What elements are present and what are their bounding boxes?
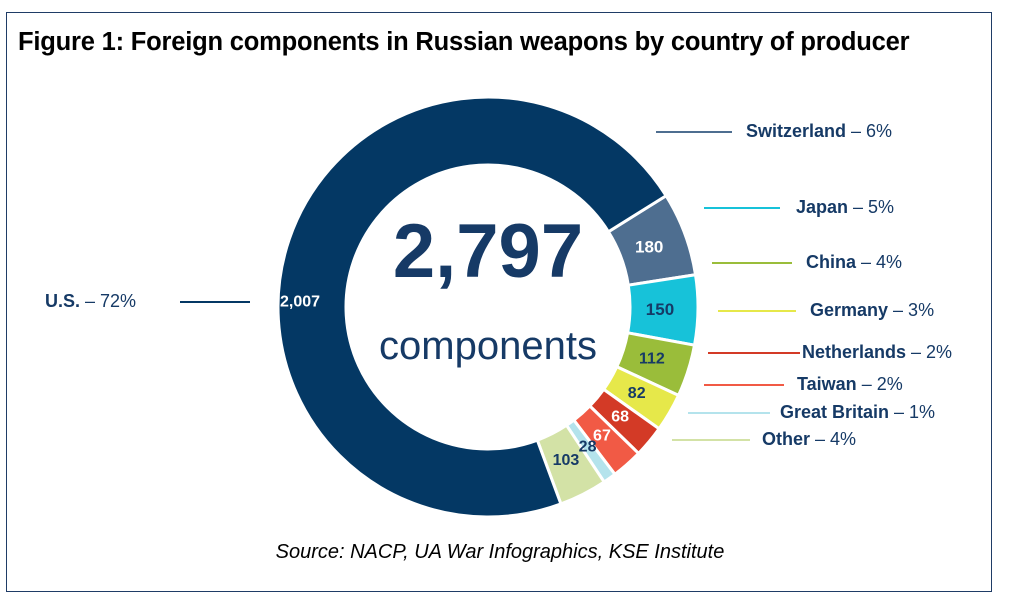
legend-name: Taiwan	[797, 374, 857, 394]
legend-label-germany: Germany – 3%	[810, 301, 934, 319]
value-label-great-britain: 28	[579, 439, 597, 456]
value-label-other: 103	[553, 452, 580, 469]
legend-label-taiwan: Taiwan – 2%	[797, 375, 903, 393]
legend-percent: – 5%	[848, 197, 895, 217]
legend-name: Japan	[796, 197, 849, 217]
figure-frame	[6, 12, 992, 592]
legend-name: Netherlands	[802, 342, 907, 362]
source-note: Source: NACP, UA War Infographics, KSE I…	[275, 541, 725, 563]
legend-percent: – 1%	[889, 402, 936, 422]
legend-label-china: China – 4%	[806, 253, 902, 271]
value-label-switzerland: 180	[635, 238, 663, 257]
value-label-germany: 82	[628, 385, 646, 402]
legend-name: China	[806, 252, 857, 272]
legend-label-u-s: U.S. – 72%	[45, 292, 136, 310]
value-label-japan: 150	[646, 300, 674, 319]
legend-label-switzerland: Switzerland – 6%	[746, 122, 892, 140]
legend-name: U.S.	[45, 291, 81, 311]
legend-percent: – 4%	[856, 252, 903, 272]
legend-percent: – 72%	[80, 291, 137, 311]
value-label-u-s: 2,007	[280, 294, 320, 311]
legend-percent: – 3%	[888, 300, 935, 320]
legend-label-great-britain: Great Britain – 1%	[780, 403, 935, 421]
legend-name: Other	[762, 429, 811, 449]
slice-u-s	[276, 95, 669, 519]
legend-label-netherlands: Netherlands – 2%	[802, 343, 952, 361]
legend-percent: – 2%	[856, 374, 903, 394]
legend-percent: – 2%	[906, 342, 953, 362]
legend-name: Germany	[810, 300, 889, 320]
legend-percent: – 4%	[810, 429, 857, 449]
chart-title: Figure 1: Foreign components in Russian …	[18, 28, 910, 56]
legend-name: Switzerland	[746, 121, 847, 141]
legend-label-japan: Japan – 5%	[796, 198, 894, 216]
legend-name: Great Britain	[780, 402, 890, 422]
legend-percent: – 6%	[846, 121, 893, 141]
value-label-china: 112	[639, 351, 665, 368]
center-total-label: components	[379, 324, 597, 368]
value-label-taiwan: 67	[593, 427, 611, 444]
legend-label-other: Other – 4%	[762, 430, 856, 448]
value-label-netherlands: 68	[611, 409, 629, 426]
center-total-value: 2,797	[392, 209, 584, 294]
